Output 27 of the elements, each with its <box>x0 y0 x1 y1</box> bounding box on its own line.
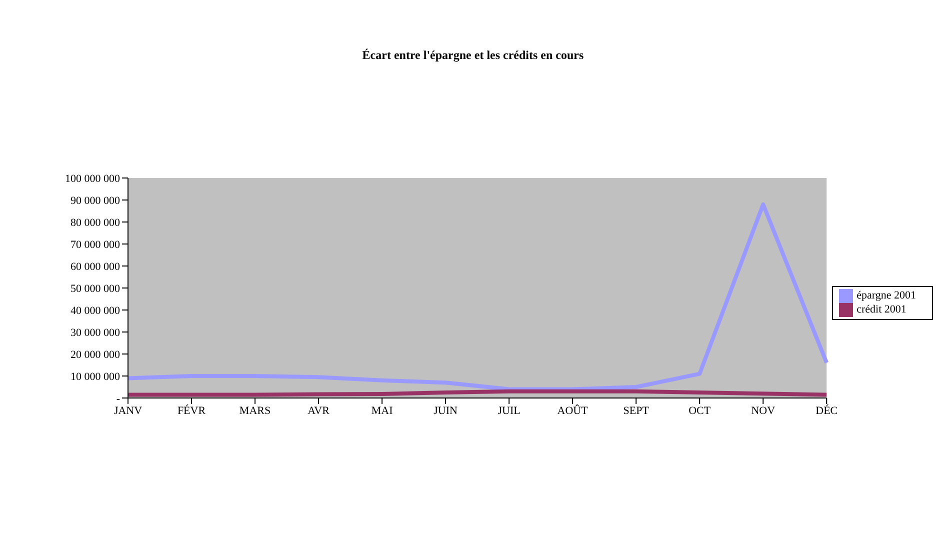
x-tick-label: SEPT <box>623 404 650 417</box>
y-tick-label: 100 000 000 <box>65 172 120 185</box>
x-tick-label: FÉVR <box>177 404 206 417</box>
y-tick-label: 80 000 000 <box>70 216 120 229</box>
x-tick-label: OCT <box>688 404 711 417</box>
y-tick-label: 60 000 000 <box>70 260 120 273</box>
y-tick-label: - <box>116 392 120 405</box>
x-tick-label: JANV <box>114 404 142 417</box>
y-tick-label: 30 000 000 <box>70 326 120 339</box>
y-tick-label: 10 000 000 <box>70 370 120 383</box>
x-tick-label: JUIN <box>434 404 458 417</box>
legend-label: crédit 2001 <box>856 304 906 316</box>
chart-title: Écart entre l'épargne et les crédits en cours <box>361 48 585 63</box>
y-tick-label: 20 000 000 <box>70 348 120 361</box>
legend-label: épargne 2001 <box>856 290 916 302</box>
x-tick-label: MAI <box>371 404 394 417</box>
x-tick-label: AVR <box>308 404 330 417</box>
y-tick-label: 90 000 000 <box>70 194 120 207</box>
x-tick-label: DÉC <box>816 404 838 417</box>
x-tick-label: JUIL <box>498 404 521 417</box>
y-tick-label: 70 000 000 <box>70 238 120 251</box>
x-tick-label: AOÛT <box>557 404 588 417</box>
y-tick-label: 40 000 000 <box>70 304 120 317</box>
x-tick-label: NOV <box>751 404 776 417</box>
line-series <box>126 202 829 392</box>
x-tick-label: MARS <box>239 404 271 417</box>
y-tick-label: 50 000 000 <box>70 282 120 295</box>
